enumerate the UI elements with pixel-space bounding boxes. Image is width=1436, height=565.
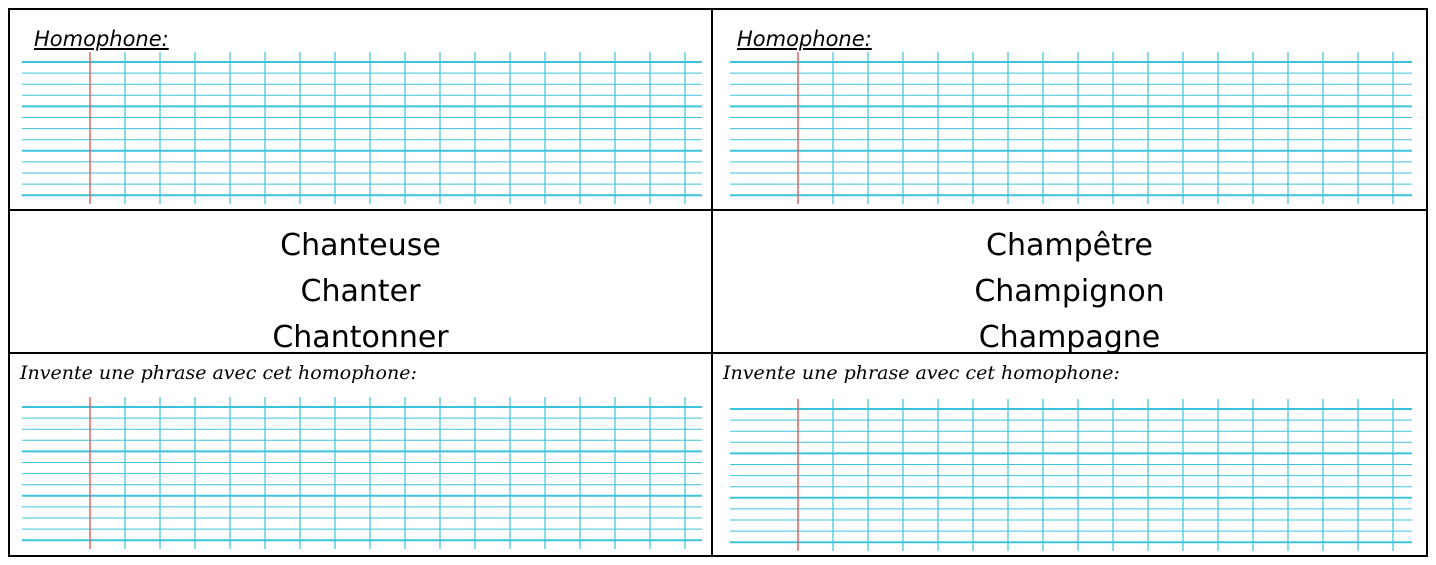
phrase-prompt-right: Invente une phrase avec cet homophone: [723,362,1120,384]
word-list-right: Champêtre Champignon Champagne [713,223,1426,361]
word-list-cell-left: Chanteuse Chanter Chantonner [8,209,711,355]
word-item: Champagne [978,320,1161,355]
word-list-left: Chanteuse Chanter Chantonner [10,223,711,361]
phrase-cell-right: Invente une phrase avec cet homophone: [711,352,1428,557]
writing-lines-left-top[interactable] [22,52,702,204]
word-item: Chanteuse [280,228,441,263]
writing-lines-left-bottom[interactable] [22,397,702,549]
homophone-label-left: Homophone: [34,27,169,51]
phrase-cell-left: Invente une phrase avec cet homophone: [8,352,711,557]
writing-lines-right-top[interactable] [730,52,1412,204]
homophone-label-right: Homophone: [737,27,872,51]
homophone-cell-right: Homophone: [711,8,1428,209]
writing-lines-right-bottom[interactable] [730,399,1412,551]
word-item: Chantonner [272,320,449,355]
word-item: Champignon [974,274,1165,309]
word-list-cell-right: Champêtre Champignon Champagne [711,209,1428,355]
homophone-cell-left: Homophone: [8,8,711,209]
word-item: Chanter [300,274,421,309]
phrase-prompt-left: Invente une phrase avec cet homophone: [20,362,417,384]
word-item: Champêtre [986,228,1153,263]
